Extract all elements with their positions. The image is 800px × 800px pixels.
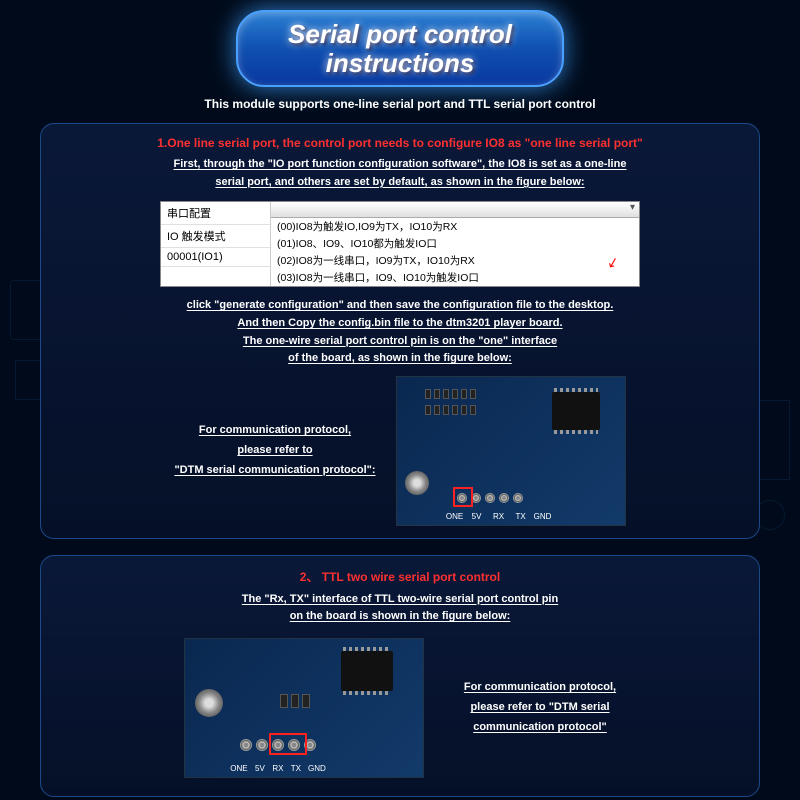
screw-icon bbox=[195, 689, 223, 717]
title-line2: instructions bbox=[288, 49, 512, 78]
config-dropdown[interactable]: (00)IO8为触发IO,IO9为TX，IO10为RX (01)IO8、IO9、… bbox=[271, 202, 639, 286]
pcb-image-2: ONE 5V RX TX GND bbox=[184, 638, 424, 778]
config-window: 串口配置 IO 触发模式 00001(IO1) (00)IO8为触发IO,IO9… bbox=[160, 201, 640, 287]
pcb-image-1: ONE 5V RX TX GND bbox=[396, 376, 626, 526]
title-badge: Serial port control instructions bbox=[236, 10, 564, 87]
config-left-panel: 串口配置 IO 触发模式 00001(IO1) bbox=[161, 202, 271, 286]
section-2-intro: The "Rx, TX" interface of TTL two-wire s… bbox=[55, 591, 745, 626]
ic-chip-icon bbox=[552, 392, 600, 430]
section-1-intro: First, through the "IO port function con… bbox=[55, 156, 745, 191]
section-1-protocol-text: For communication protocol, please refer… bbox=[174, 421, 375, 480]
dropdown-header[interactable] bbox=[271, 202, 639, 218]
title-line1: Serial port control bbox=[288, 20, 512, 49]
ic-chip-icon bbox=[341, 651, 393, 691]
highlight-box bbox=[269, 733, 307, 755]
section-1-after: click "generate configuration" and then … bbox=[55, 297, 745, 367]
section-2-protocol-text: For communication protocol, please refer… bbox=[464, 678, 616, 737]
page-root: Serial port control instructions This mo… bbox=[0, 0, 800, 800]
section-1-heading: 1.One line serial port, the control port… bbox=[55, 136, 745, 150]
section-1-card: 1.One line serial port, the control port… bbox=[40, 123, 760, 539]
subtitle: This module supports one-line serial por… bbox=[204, 97, 595, 111]
screw-icon bbox=[405, 471, 429, 495]
section-2-heading: 2、 TTL two wire serial port control bbox=[55, 568, 745, 585]
highlight-box bbox=[453, 487, 473, 507]
section-2-card: 2、 TTL two wire serial port control The … bbox=[40, 555, 760, 797]
